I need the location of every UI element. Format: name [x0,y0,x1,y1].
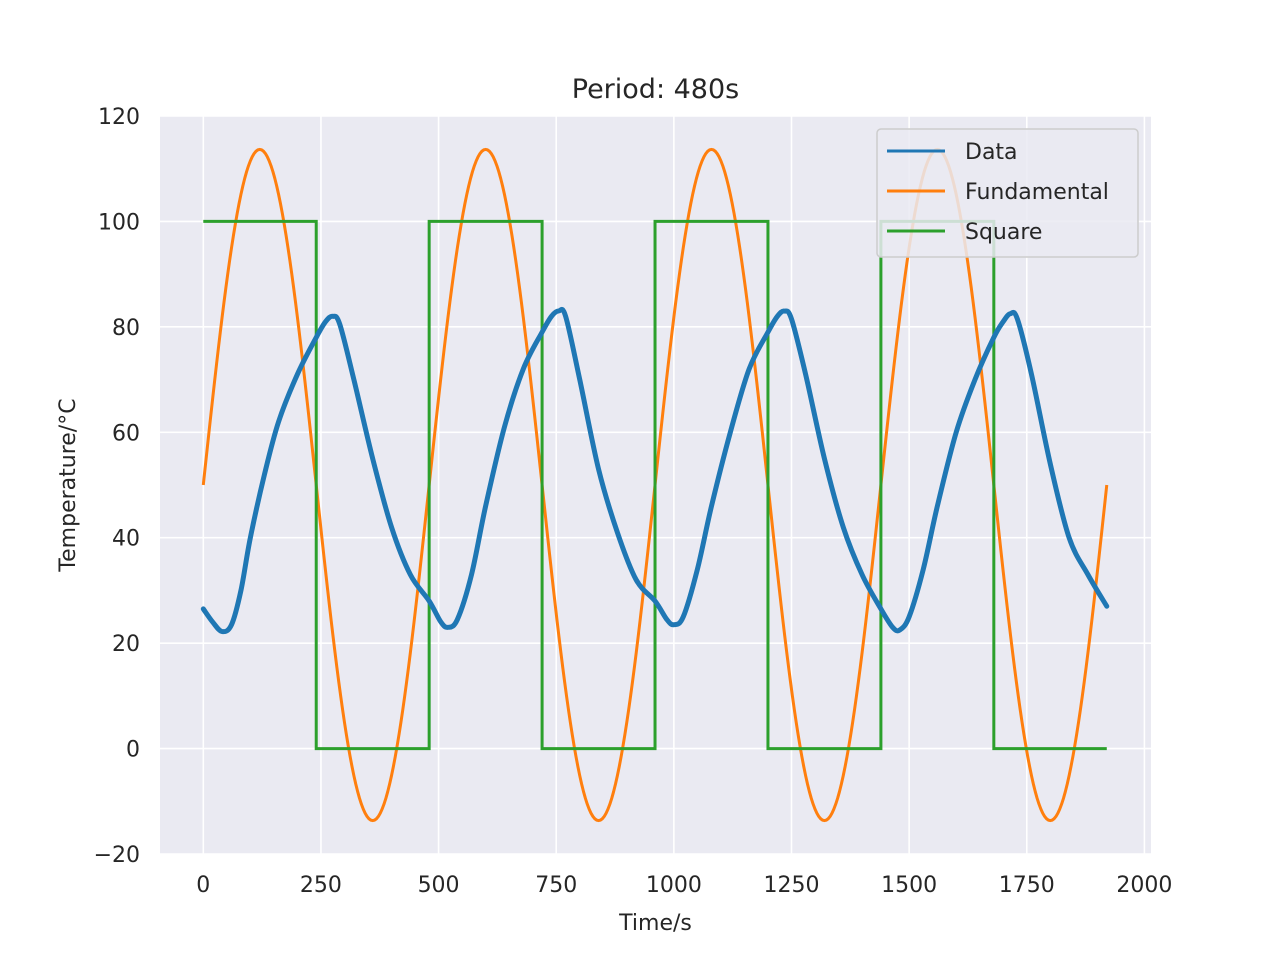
legend-entry-label: Data [965,140,1018,165]
y-tick-label: 120 [98,105,140,130]
x-tick-label: 1500 [881,873,937,898]
x-tick-label: 1250 [763,873,819,898]
y-tick-label: 20 [112,632,140,657]
chart-title: Period: 480s [572,74,739,105]
legend-entry-label: Square [965,220,1042,245]
legend-entry-label: Fundamental [965,180,1109,205]
series-data-line [200,306,1110,635]
y-axis-label: Temperature/°C [56,398,81,572]
legend: Data Fundamental Square [876,128,1139,258]
x-tick-label: 0 [196,873,210,898]
y-tick-label: 60 [112,421,140,446]
y-axis: −20 0 20 40 60 80 100 120 [94,105,140,868]
x-tick-label: 500 [418,873,460,898]
legend-box [876,128,1139,258]
x-tick-label: 750 [535,873,577,898]
y-tick-label: 0 [126,738,140,763]
x-axis-label: Time/s [618,911,692,936]
x-tick-label: 250 [300,873,342,898]
x-tick-label: 2000 [1116,873,1172,898]
x-axis: 0 250 500 750 1000 1250 1500 1750 2000 [196,873,1172,898]
y-tick-label: 40 [112,527,140,552]
x-tick-label: 1000 [646,873,702,898]
y-tick-label: −20 [94,843,140,868]
x-tick-label: 1750 [999,873,1055,898]
y-tick-label: 100 [98,210,140,235]
y-tick-label: 80 [112,316,140,341]
